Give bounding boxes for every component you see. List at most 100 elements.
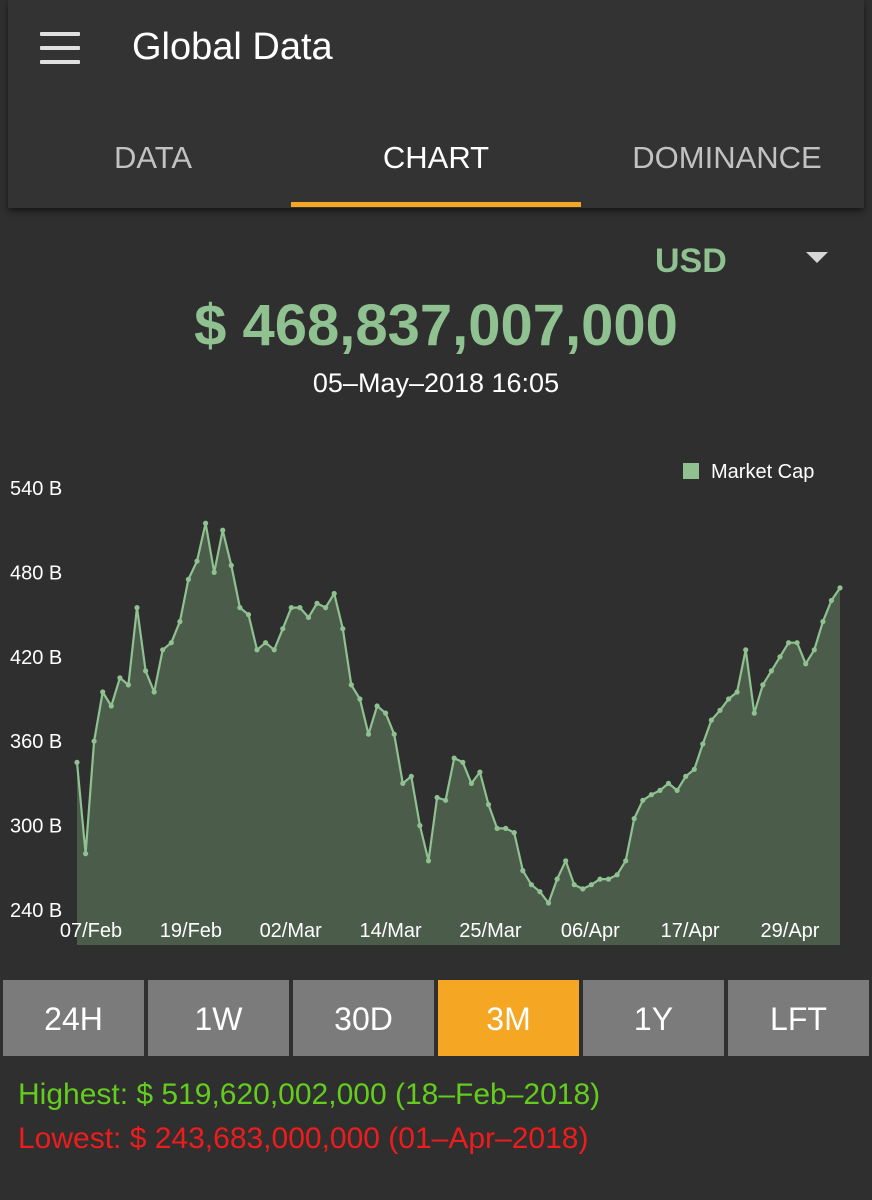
data-point bbox=[391, 731, 397, 737]
tab-chart[interactable]: CHART bbox=[382, 140, 490, 175]
data-point bbox=[194, 558, 200, 564]
hamburger-menu-icon[interactable] bbox=[38, 28, 82, 68]
market-cap-chart[interactable]: Market Cap 540 B 480 B 420 B 360 B 300 B 240 … bbox=[0, 440, 872, 960]
data-point bbox=[554, 876, 560, 882]
data-point bbox=[743, 647, 749, 653]
data-point bbox=[657, 787, 663, 793]
range-1y-button[interactable]: 1Y bbox=[583, 980, 724, 1056]
x-tick-label: 14/Mar bbox=[359, 920, 422, 942]
data-point bbox=[726, 696, 732, 702]
x-tick-label: 19/Feb bbox=[160, 920, 222, 942]
tab-dominance[interactable]: DOMINANCE bbox=[632, 140, 822, 175]
y-tick-label: 300 B bbox=[10, 816, 62, 838]
data-point bbox=[348, 682, 354, 688]
data-point bbox=[528, 882, 535, 888]
data-point bbox=[665, 780, 672, 786]
data-point bbox=[74, 759, 80, 765]
data-point bbox=[768, 668, 775, 674]
data-point bbox=[605, 876, 612, 882]
data-point bbox=[494, 825, 500, 831]
data-point bbox=[91, 738, 97, 744]
data-point bbox=[297, 605, 303, 611]
data-point bbox=[545, 900, 552, 906]
data-point bbox=[425, 858, 432, 864]
market-cap-area bbox=[77, 523, 840, 945]
data-point bbox=[254, 647, 260, 653]
data-point bbox=[700, 741, 706, 747]
data-point bbox=[691, 766, 697, 772]
data-point bbox=[811, 647, 817, 653]
y-tick-label: 360 B bbox=[10, 731, 62, 753]
data-point bbox=[674, 787, 680, 793]
data-point bbox=[383, 710, 389, 716]
range-1w-button[interactable]: 1W bbox=[148, 980, 289, 1056]
data-point bbox=[760, 682, 766, 688]
data-point bbox=[443, 797, 449, 803]
x-tick-label: 07/Feb bbox=[60, 920, 122, 942]
y-tick-label: 240 B bbox=[10, 900, 62, 922]
data-point bbox=[314, 600, 320, 606]
data-point bbox=[520, 868, 526, 874]
market-cap-value: $ 468,837,007,000 bbox=[194, 293, 678, 358]
data-point bbox=[597, 876, 603, 882]
data-point bbox=[631, 816, 637, 822]
data-point bbox=[468, 780, 474, 786]
x-tick-label: 17/Apr bbox=[661, 920, 720, 942]
data-point bbox=[245, 612, 252, 618]
data-point bbox=[228, 562, 234, 568]
data-point bbox=[331, 590, 337, 597]
currency-selector[interactable]: USD bbox=[655, 242, 727, 280]
data-point bbox=[717, 707, 723, 713]
data-point bbox=[280, 626, 286, 632]
range-lft-button[interactable]: LFT bbox=[728, 980, 869, 1056]
data-point bbox=[185, 576, 191, 582]
data-point bbox=[374, 703, 380, 709]
data-point bbox=[323, 605, 329, 611]
dropdown-arrow-icon[interactable] bbox=[806, 252, 828, 263]
data-point bbox=[648, 792, 655, 798]
data-point bbox=[777, 654, 783, 660]
data-point bbox=[237, 605, 243, 611]
data-point bbox=[100, 689, 106, 695]
range-24h-button[interactable]: 24H bbox=[3, 980, 144, 1056]
data-point bbox=[408, 773, 414, 779]
data-point bbox=[177, 619, 183, 625]
x-tick-label: 06/Apr bbox=[561, 920, 620, 942]
data-point bbox=[580, 886, 586, 892]
data-point bbox=[640, 797, 646, 803]
range-30d-button[interactable]: 30D bbox=[293, 980, 434, 1056]
active-tab-indicator bbox=[291, 202, 581, 207]
data-point bbox=[614, 872, 620, 878]
data-point bbox=[837, 585, 843, 591]
data-point bbox=[211, 569, 217, 575]
data-point bbox=[203, 520, 209, 526]
data-point bbox=[400, 780, 406, 786]
data-point bbox=[271, 647, 277, 653]
data-point bbox=[751, 710, 757, 716]
x-tick-label: 25/Mar bbox=[459, 920, 522, 942]
data-point bbox=[417, 823, 423, 829]
x-tick-label: 02/Mar bbox=[260, 920, 323, 942]
data-point bbox=[503, 825, 509, 831]
data-point bbox=[83, 851, 89, 857]
data-point bbox=[477, 769, 483, 775]
data-point bbox=[571, 882, 577, 888]
y-tick-label: 420 B bbox=[10, 647, 62, 669]
data-point bbox=[734, 689, 740, 695]
tab-data[interactable]: DATA bbox=[113, 140, 193, 175]
y-tick-label: 540 B bbox=[10, 478, 62, 500]
data-point bbox=[820, 619, 826, 625]
data-point bbox=[803, 661, 809, 667]
data-point bbox=[434, 794, 440, 801]
data-point bbox=[340, 626, 346, 632]
data-point bbox=[357, 696, 363, 702]
data-point bbox=[451, 755, 457, 761]
range-3m-button[interactable]: 3M bbox=[438, 980, 579, 1056]
data-point bbox=[168, 640, 174, 646]
data-point bbox=[151, 689, 157, 695]
data-point bbox=[828, 597, 835, 604]
data-point bbox=[708, 717, 715, 723]
lowest-value: Lowest: $ 243,683,000,000 (01–Apr–2018) bbox=[18, 1122, 589, 1155]
data-point bbox=[794, 640, 800, 646]
data-point bbox=[460, 759, 466, 765]
